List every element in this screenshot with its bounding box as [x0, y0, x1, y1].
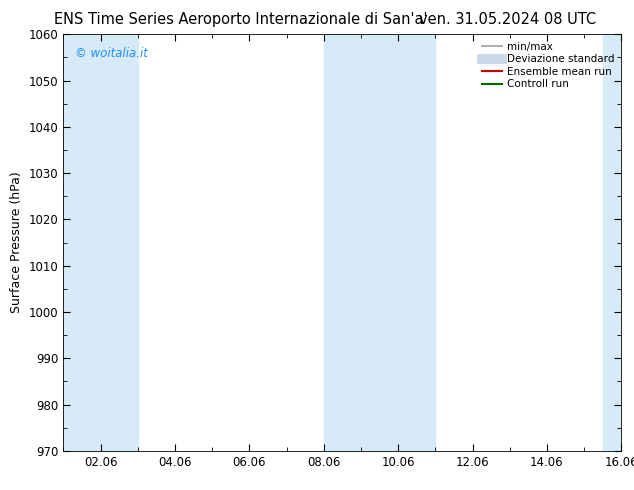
- Bar: [324, 34, 436, 451]
- Y-axis label: Surface Pressure (hPa): Surface Pressure (hPa): [10, 172, 23, 314]
- Text: © woitalia.it: © woitalia.it: [75, 47, 148, 60]
- Bar: [63, 34, 138, 451]
- Legend: min/max, Deviazione standard, Ensemble mean run, Controll run: min/max, Deviazione standard, Ensemble m…: [477, 37, 618, 94]
- Text: ven. 31.05.2024 08 UTC: ven. 31.05.2024 08 UTC: [418, 12, 596, 27]
- Text: ENS Time Series Aeroporto Internazionale di San'a': ENS Time Series Aeroporto Internazionale…: [54, 12, 428, 27]
- Bar: [603, 34, 621, 451]
